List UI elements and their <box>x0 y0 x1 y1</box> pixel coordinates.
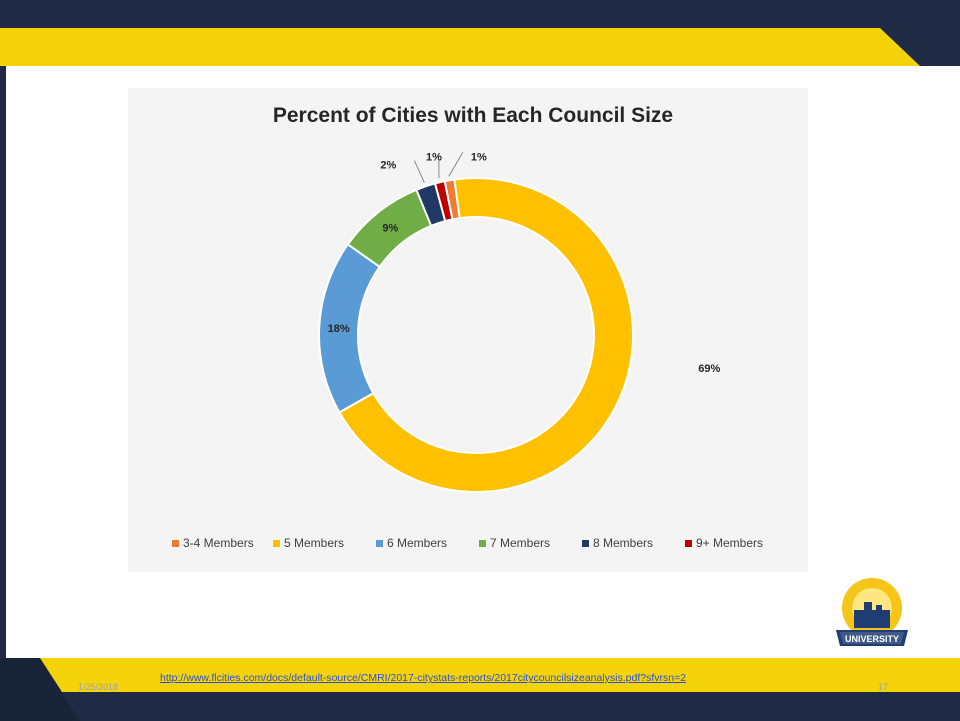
leader-line <box>448 152 464 177</box>
data-label: 18% <box>328 323 350 335</box>
legend-label: 8 Members <box>593 536 653 550</box>
logo-university-text: UNIVERSITY <box>845 634 899 644</box>
legend-label: 6 Members <box>387 536 447 550</box>
legend-swatch <box>172 540 179 547</box>
data-label: 9% <box>382 222 398 234</box>
source-link[interactable]: http://www.flcities.com/docs/default-sou… <box>160 672 687 684</box>
legend-swatch <box>273 540 280 547</box>
footer-yellow-strip <box>40 658 960 692</box>
data-label: 69% <box>698 363 720 375</box>
data-label: 1% <box>426 151 442 163</box>
slice-9-members <box>433 179 454 223</box>
legend-swatch <box>582 540 589 547</box>
leader-line <box>413 160 425 183</box>
header-band <box>0 28 960 66</box>
chart-title: Percent of Cities with Each Council Size <box>273 104 673 127</box>
data-label: 2% <box>380 160 396 172</box>
page-number: 17 <box>878 682 889 692</box>
legend-swatch <box>479 540 486 547</box>
legend-label: 5 Members <box>284 536 344 550</box>
chart-area: Percent of Cities with Each Council Size… <box>128 88 808 572</box>
slice-5-members <box>338 177 634 493</box>
slide-date: 1/25/2018 <box>78 682 119 692</box>
top-bar <box>0 0 960 28</box>
legend-label: 7 Members <box>490 536 550 550</box>
legend-swatch <box>376 540 383 547</box>
data-label: 1% <box>471 151 487 163</box>
donut-chart: Percent of Cities with Each Council Size… <box>172 104 763 550</box>
florida-league-of-cities-logo: UNIVERSITY <box>836 578 908 646</box>
legend-swatch <box>685 540 692 547</box>
legend-label: 9+ Members <box>696 536 763 550</box>
legend-label: 3-4 Members <box>183 536 254 550</box>
